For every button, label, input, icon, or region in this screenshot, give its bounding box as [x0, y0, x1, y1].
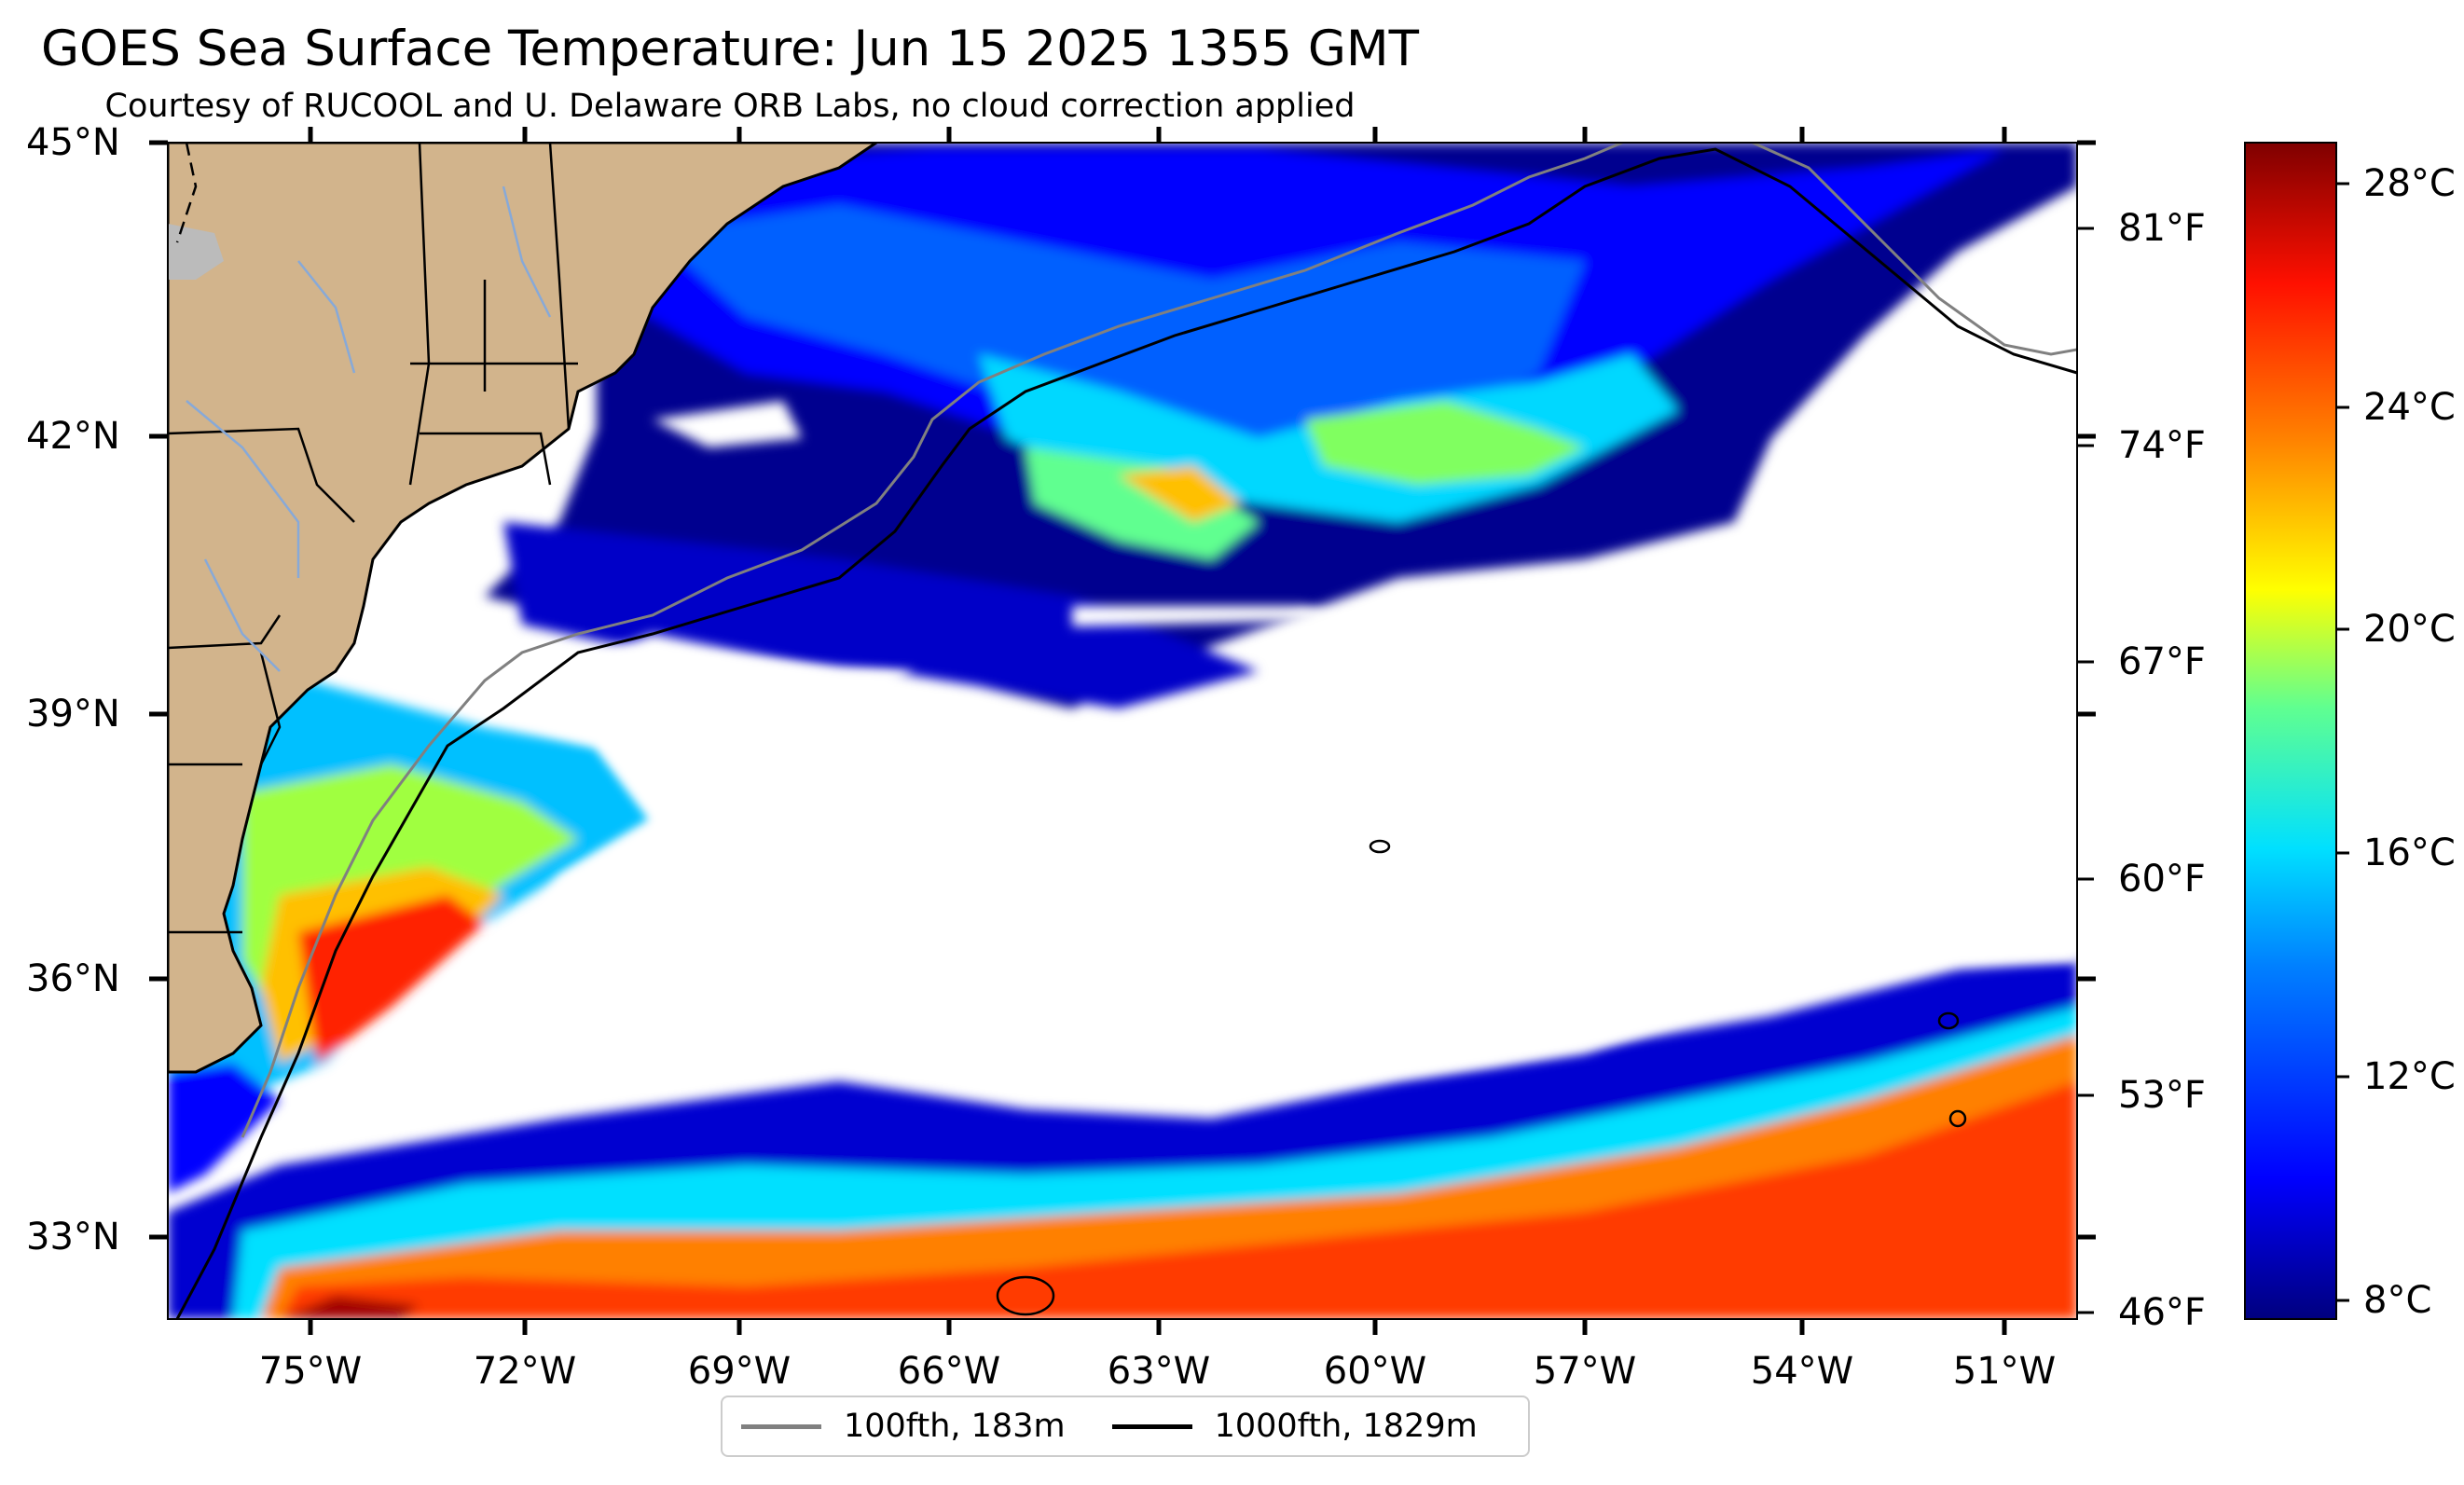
f-label-81: 81°F [2118, 207, 2206, 250]
isobath-legend: 100fth, 183m 1000fth, 1829m [721, 1396, 1530, 1457]
legend-label-1000fth: 1000fth, 1829m [1214, 1408, 1478, 1445]
lon-label-51w: 51°W [1952, 1350, 2057, 1393]
lat-label-45n: 45°N [26, 121, 120, 164]
fahrenheit-ticks [2077, 227, 2094, 1314]
f-label-46: 46°F [2118, 1291, 2206, 1334]
lon-label-72w: 72°W [473, 1350, 577, 1393]
isobath-1000fth [175, 147, 2077, 1319]
legend-swatch-gray [741, 1423, 821, 1429]
lon-label-69w: 69°W [687, 1350, 792, 1393]
colorbar-label-16c: 16°C [2363, 832, 2456, 874]
colorbar [2244, 142, 2337, 1320]
f-label-60: 60°F [2118, 858, 2206, 901]
map-title: GOES Sea Surface Temperature: Jun 15 202… [40, 21, 1420, 77]
lon-label-54w: 54°W [1750, 1350, 1854, 1393]
lat-label-33n: 33°N [26, 1216, 120, 1258]
f-label-53: 53°F [2118, 1074, 2206, 1117]
colorbar-label-20c: 20°C [2363, 608, 2456, 651]
colorbar-label-24c: 24°C [2363, 386, 2456, 429]
legend-item-1000fth: 1000fth, 1829m [1111, 1408, 1478, 1445]
seamount-contours [996, 839, 1967, 1316]
f-label-67: 67°F [2118, 640, 2206, 683]
colorbar-label-12c: 12°C [2363, 1055, 2456, 1098]
isobath-100fth [241, 143, 1623, 1138]
land-mass [168, 143, 879, 1074]
legend-item-100fth: 100fth, 183m [741, 1408, 1066, 1445]
lon-ticks [308, 127, 2007, 1335]
state-borders [168, 143, 578, 934]
lon-label-57w: 57°W [1533, 1350, 1637, 1393]
colorbar-label-28c: 28°C [2363, 162, 2456, 205]
map-subtitle: Courtesy of RUCOOL and U. Delaware ORB L… [104, 88, 1356, 125]
colorbar-label-8c: 8°C [2363, 1279, 2432, 1322]
lon-label-63w: 63°W [1107, 1350, 1211, 1393]
lon-label-60w: 60°W [1323, 1350, 1427, 1393]
lon-label-75w: 75°W [258, 1350, 363, 1393]
colorbar-ticks [2336, 182, 2349, 1302]
lat-label-39n: 39°N [26, 693, 120, 736]
legend-swatch-black [1111, 1423, 1192, 1429]
great-lake [168, 224, 224, 280]
lat-ticks [149, 140, 168, 1240]
lat-label-42n: 42°N [26, 415, 120, 458]
lat-ticks-right [2077, 140, 2096, 1240]
cloud-gaps [392, 336, 2077, 1100]
lat-label-36n: 36°N [26, 957, 120, 1000]
rivers [186, 186, 552, 672]
lon-label-66w: 66°W [897, 1350, 1001, 1393]
legend-label-100fth: 100fth, 183m [844, 1408, 1066, 1445]
f-label-74: 74°F [2118, 424, 2206, 467]
sst-field [168, 143, 2077, 1319]
map-frame [167, 142, 2078, 1320]
isobath-100fth-east [1752, 143, 2077, 356]
